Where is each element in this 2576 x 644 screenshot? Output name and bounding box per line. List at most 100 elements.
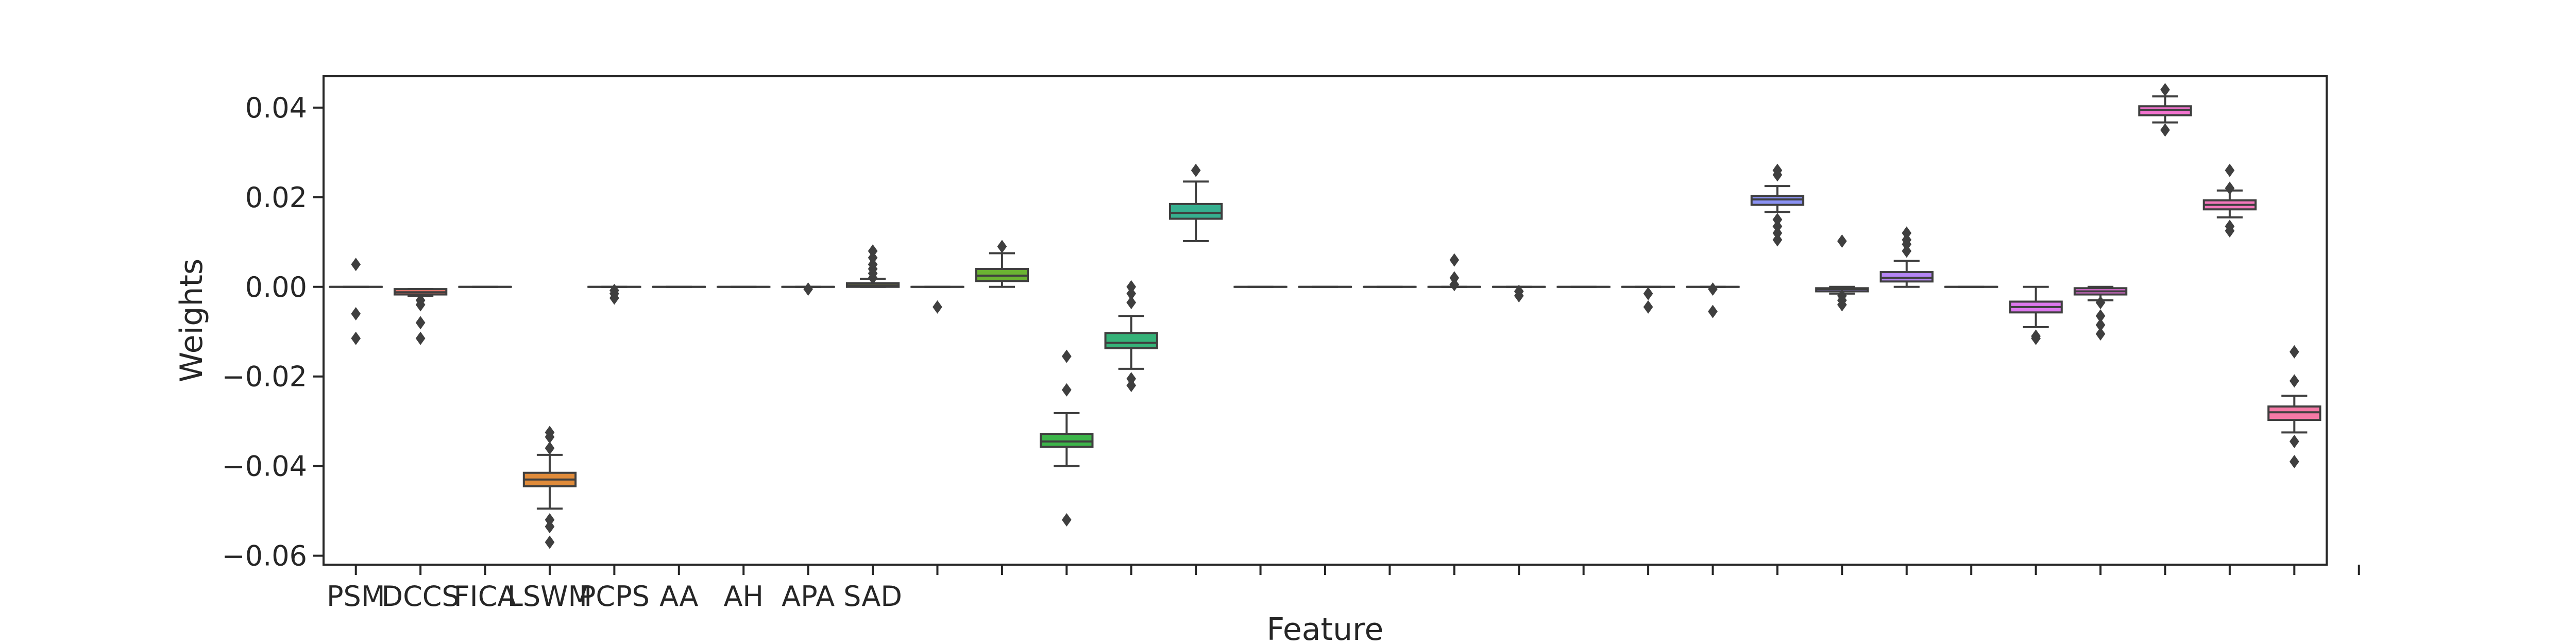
flier-point — [1902, 238, 1912, 251]
flier-point — [2095, 327, 2106, 341]
box-5 — [587, 283, 641, 305]
flier-point — [545, 513, 555, 527]
flier-point — [1837, 234, 1847, 248]
flier-point — [609, 291, 619, 305]
x-axis-label: Feature — [1267, 612, 1384, 644]
box-14 — [1168, 163, 1223, 243]
flier-point — [415, 298, 426, 312]
flier-point — [2289, 434, 2299, 448]
box-10 — [910, 285, 964, 314]
flier-point — [868, 251, 878, 265]
box-27 — [2009, 285, 2063, 345]
x-tick-label: APA — [782, 580, 835, 613]
flier-point — [2160, 83, 2170, 97]
flier-point — [545, 520, 555, 534]
flier-point — [1449, 271, 1460, 285]
flier-point — [1126, 280, 1137, 294]
x-tick-label: AH — [723, 580, 764, 613]
flier-point — [2031, 331, 2041, 345]
flier-point — [2225, 163, 2235, 177]
flier-point — [1061, 349, 1072, 363]
flier-point — [997, 240, 1007, 253]
flier-point — [1061, 383, 1072, 397]
flier-point — [1126, 379, 1137, 393]
box-31 — [2267, 345, 2321, 468]
y-tick-label: 0.04 — [245, 92, 307, 124]
flier-point — [2225, 224, 2235, 238]
y-axis-label: Weights — [174, 259, 210, 382]
box-21 — [1621, 285, 1675, 314]
flier-point — [1708, 304, 1718, 318]
flier-point — [2289, 374, 2299, 388]
y-axis: −0.06 −0.04 −0.02 0.00 0.02 0.04 — [222, 92, 324, 572]
box-body — [1879, 271, 1934, 283]
flier-point — [351, 307, 361, 320]
flier-point — [415, 331, 426, 345]
flier-point — [1061, 513, 1072, 527]
flier-point — [1643, 300, 1653, 314]
boxes-layer — [329, 83, 2321, 549]
box-23 — [1750, 163, 1805, 247]
flier-point — [1837, 298, 1847, 312]
flier-point — [1191, 163, 1201, 177]
flier-point — [1126, 286, 1137, 300]
flier-point — [1772, 219, 1783, 233]
flier-point — [415, 316, 426, 330]
flier-point — [2225, 181, 2235, 195]
x-tick-label: AA — [659, 580, 698, 613]
x-tick-label: PSM — [327, 580, 385, 613]
box-8 — [781, 282, 835, 296]
flier-point — [2095, 296, 2106, 310]
flier-point — [868, 258, 878, 272]
plot-frame — [323, 75, 2328, 566]
y-tick-label: 0.02 — [245, 181, 307, 214]
flier-point — [2095, 318, 2106, 332]
flier-point — [1902, 226, 1912, 240]
flier-point — [1772, 226, 1783, 240]
box-body — [1168, 202, 1223, 220]
flier-point — [545, 430, 555, 444]
flier-point — [933, 300, 942, 314]
box-11 — [975, 240, 1029, 288]
box-19 — [1492, 284, 1546, 303]
box-24 — [1815, 234, 1869, 312]
x-tick-label: LSWM — [507, 580, 592, 613]
flier-point — [1772, 168, 1783, 182]
flier-point — [2095, 309, 2106, 323]
flier-point — [545, 535, 555, 549]
x-tick-label: SAD — [843, 580, 902, 613]
flier-point — [1902, 244, 1912, 258]
flier-point — [1449, 253, 1460, 267]
flier-point — [351, 258, 361, 272]
box-18 — [1427, 253, 1482, 292]
flier-point — [1126, 372, 1137, 386]
flier-point — [1643, 286, 1653, 300]
flier-point — [351, 331, 361, 345]
flier-point — [803, 282, 814, 296]
y-tick-label: −0.02 — [222, 361, 307, 393]
flier-point — [868, 244, 878, 258]
box-22 — [1686, 282, 1740, 318]
flier-point — [1126, 296, 1137, 310]
box-28 — [2073, 285, 2128, 341]
box-body — [1104, 332, 1158, 349]
y-tick-label: −0.04 — [222, 450, 307, 483]
box-2 — [393, 288, 448, 345]
box-12 — [1040, 349, 1094, 527]
flier-point — [1772, 213, 1783, 227]
flier-point — [2289, 454, 2299, 468]
x-tick-label: DCCS — [381, 580, 459, 613]
box-body — [1040, 433, 1094, 448]
x-tick-label: FICA — [454, 580, 517, 613]
y-tick-label: 0.00 — [245, 271, 307, 303]
box-13 — [1104, 280, 1158, 393]
flier-point — [1772, 233, 1783, 247]
flier-point — [2160, 123, 2170, 137]
box-30 — [2202, 163, 2257, 238]
flier-point — [545, 441, 555, 455]
box-9 — [845, 244, 900, 288]
flier-point — [1449, 278, 1460, 292]
box-1 — [329, 258, 383, 345]
